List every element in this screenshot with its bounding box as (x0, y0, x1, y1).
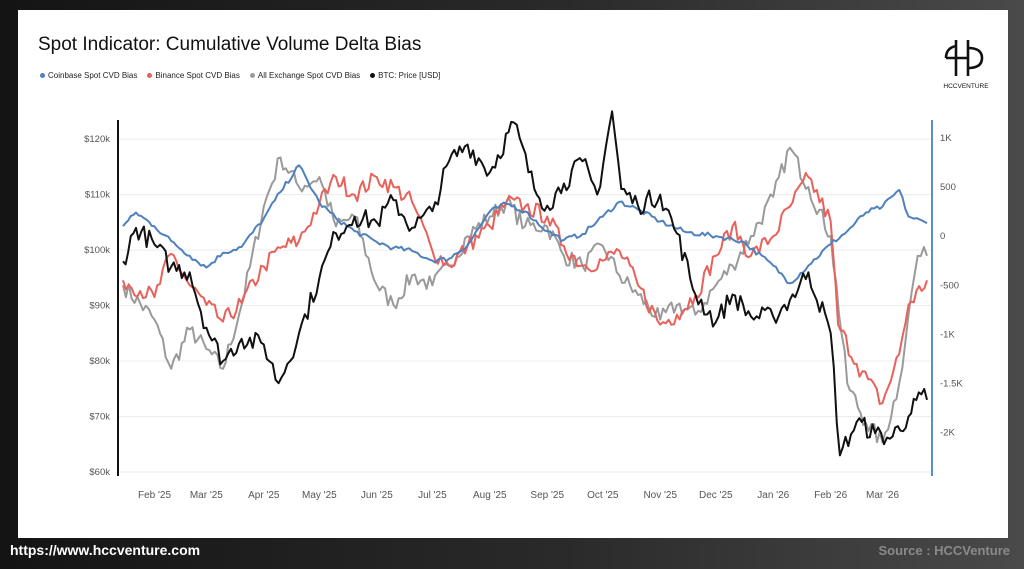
y-right-tick-label: -1.5K (940, 379, 963, 390)
series-line-0 (122, 164, 928, 285)
hcc-logo-mark (944, 40, 984, 76)
chart-card: Spot Indicator: Cumulative Volume Delta … (18, 10, 1008, 538)
cvd-line-chart: $60k $70k $80k $90k $100k $110k $120k 1K 500 0 -50… (84, 110, 963, 501)
legend-swatch (40, 73, 45, 78)
x-tick-label: Jul '25 (418, 490, 447, 501)
legend-label: Binance Spot CVD Bias (155, 71, 240, 80)
y-left-tick-label: $110k (85, 190, 110, 201)
legend-label: Coinbase Spot CVD Bias (48, 71, 138, 80)
legend-item[interactable]: BTC: Price [USD] (370, 71, 440, 80)
y-left-tick-label: $70k (89, 412, 110, 423)
x-tick-label: Feb '26 (814, 490, 847, 501)
footer-source: Source : HCCVenture (878, 543, 1010, 558)
x-tick-label: Apr '25 (248, 490, 280, 501)
y-right-tick-label: -1K (940, 329, 955, 340)
y-left-tick-label: $80k (89, 356, 110, 367)
y-left-tick-label: $120k (84, 134, 110, 145)
legend-item[interactable]: All Exchange Spot CVD Bias (249, 71, 361, 80)
y-right-tick-label: 500 (940, 182, 956, 193)
legend-swatch (370, 73, 376, 78)
hccventure-logo: HCCVENTURE (943, 40, 989, 90)
series-line-3 (122, 110, 928, 457)
legend-item[interactable]: Coinbase Spot CVD Bias (40, 71, 137, 80)
x-tick-label: May '25 (302, 490, 337, 501)
y-left-tick-label: $100k (84, 245, 110, 256)
footer-url[interactable]: https://www.hccventure.com (10, 542, 201, 558)
x-tick-label: Dec '25 (699, 490, 733, 501)
legend-label: BTC: Price [USD] (378, 71, 441, 80)
y-right-tick-label: -2K (940, 428, 955, 439)
x-tick-label: Mar '25 (190, 490, 223, 501)
x-tick-label: Jan '26 (757, 490, 789, 501)
x-tick-label: Feb '25 (138, 490, 171, 501)
y-right-tick-label: -500 (940, 280, 959, 291)
x-tick-label: Sep '25 (530, 490, 564, 501)
x-tick-label: Oct '25 (587, 490, 619, 501)
x-tick-label: Aug '25 (473, 490, 507, 501)
chart-legend: Coinbase Spot CVD Bias Binance Spot CVD B… (40, 71, 440, 80)
y-left-tick-label: $90k (89, 301, 110, 312)
series-line-2 (122, 146, 928, 444)
x-tick-label: Nov '25 (643, 490, 677, 501)
y-right-tick-label: 1K (940, 133, 952, 144)
x-tick-label: Mar '26 (866, 490, 899, 501)
legend-swatch (249, 73, 255, 78)
chart-title: Spot Indicator: Cumulative Volume Delta … (38, 34, 422, 55)
legend-label: All Exchange Spot CVD Bias (257, 71, 361, 80)
legend-swatch (147, 73, 153, 78)
legend-item[interactable]: Binance Spot CVD Bias (147, 71, 240, 80)
logo-text: HCCVENTURE (943, 83, 989, 90)
y-left-tick-label: $60k (89, 467, 110, 478)
series-line-1 (122, 172, 928, 405)
x-tick-label: Jun '25 (361, 490, 393, 501)
y-right-tick-label: 0 (940, 231, 945, 242)
